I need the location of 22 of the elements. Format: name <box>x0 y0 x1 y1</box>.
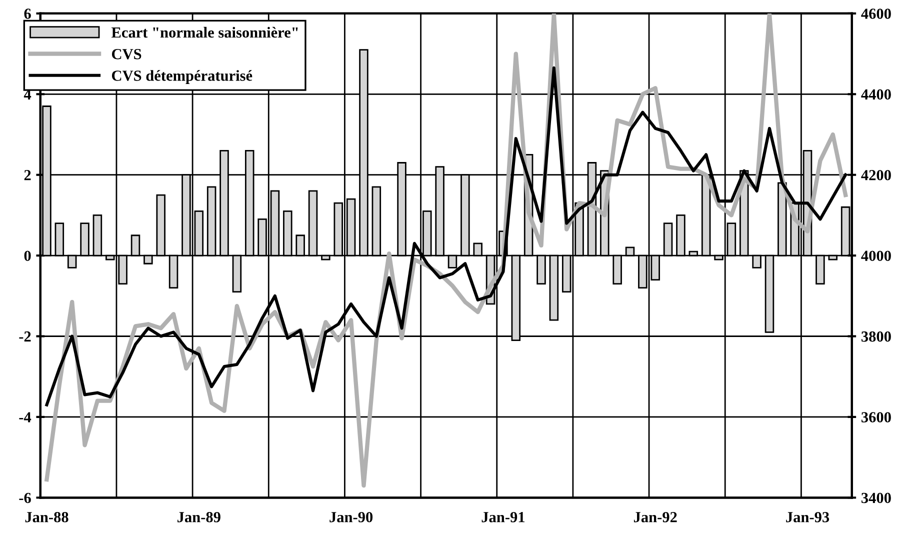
x-tick-label: Jan-90 <box>330 512 373 522</box>
y2-tick-label: 4200 <box>861 170 891 180</box>
y2-tick-label: 4600 <box>861 8 891 19</box>
y-tick-label: 6 <box>24 8 31 19</box>
y2-tick-label: 3600 <box>862 412 891 422</box>
y-tick-label: 2 <box>24 170 31 180</box>
y-tick-label: -4 <box>19 412 32 422</box>
x-tick-label: Jan-91 <box>482 512 524 522</box>
x-tick-label: Jan-88 <box>25 512 68 522</box>
y2-tick-label: 3800 <box>862 331 891 342</box>
x-tick-label: Jan-92 <box>634 512 677 522</box>
y-tick-label: 0 <box>24 250 31 261</box>
x-tick-label: Jan-93 <box>786 512 830 522</box>
legend-label: CVS <box>112 48 142 60</box>
legend-label: Ecart "normale saisonnière" <box>112 26 298 38</box>
x-tick-label: Jan-89 <box>178 512 220 522</box>
y2-tick-label: 4000 <box>861 250 891 261</box>
y-tick-label: -6 <box>19 492 31 504</box>
y2-tick-label: 4400 <box>861 89 891 100</box>
y-tick-label: -2 <box>19 331 31 342</box>
legend-label: CVS détempératurisé <box>112 70 252 84</box>
y2-tick-label: 3400 <box>862 492 891 504</box>
